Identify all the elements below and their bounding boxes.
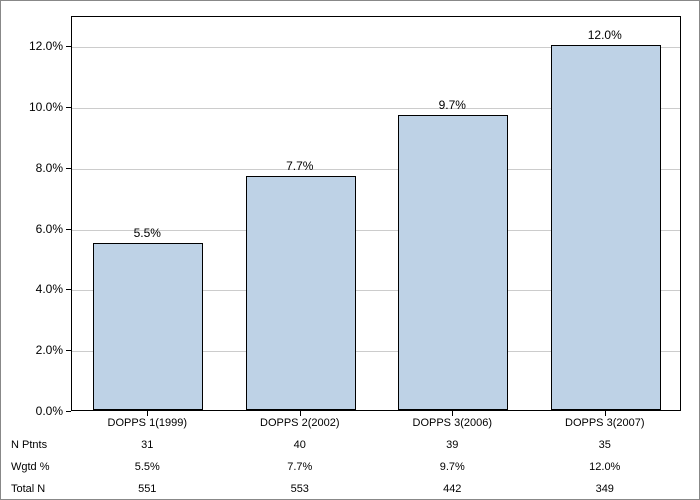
y-tick-mark [66,411,71,412]
x-tick-mark [452,411,453,416]
table-cell: 551 [138,483,156,495]
y-tick-mark [66,168,71,169]
table-cell: 349 [596,483,614,495]
x-category-label: DOPPS 1(1999) [108,417,187,429]
y-axis-tick-label: 12.0% [13,39,63,53]
table-row-label: Total N [11,483,45,495]
bar-value-label: 7.7% [250,159,350,173]
x-tick-mark [147,411,148,416]
table-cell: 35 [599,439,611,451]
bar-value-label: 12.0% [555,28,655,42]
bar-value-label: 9.7% [402,98,502,112]
y-axis-tick-label: 4.0% [13,282,63,296]
x-tick-mark [300,411,301,416]
y-axis-tick-label: 6.0% [13,222,63,236]
y-axis-tick-label: 0.0% [13,404,63,418]
x-tick-mark [605,411,606,416]
bar [551,45,661,410]
bar [398,115,508,410]
bar-value-label: 5.5% [97,226,197,240]
table-cell: 5.5% [135,461,160,473]
table-row-label: Wgtd % [11,461,50,473]
table-cell: 553 [291,483,309,495]
y-tick-mark [66,107,71,108]
x-category-label: DOPPS 3(2006) [413,417,492,429]
table-row-label: N Ptnts [11,439,47,451]
y-tick-mark [66,46,71,47]
table-cell: 442 [443,483,461,495]
y-axis-tick-label: 8.0% [13,161,63,175]
y-axis-tick-label: 10.0% [13,100,63,114]
y-axis-tick-label: 2.0% [13,343,63,357]
bar [246,176,356,410]
table-cell: 7.7% [287,461,312,473]
table-cell: 31 [141,439,153,451]
bar [93,243,203,410]
y-tick-mark [66,289,71,290]
table-cell: 12.0% [589,461,620,473]
x-category-label: DOPPS 2(2002) [260,417,339,429]
chart-container: 0.0% 2.0% 4.0% 6.0% 8.0% 10.0% 12.0% 5.5% DOPPS … [0,0,700,500]
plot-area [71,16,681,411]
y-tick-mark [66,229,71,230]
y-tick-mark [66,350,71,351]
table-cell: 40 [294,439,306,451]
table-cell: 39 [446,439,458,451]
table-cell: 9.7% [440,461,465,473]
x-category-label: DOPPS 3(2007) [565,417,644,429]
